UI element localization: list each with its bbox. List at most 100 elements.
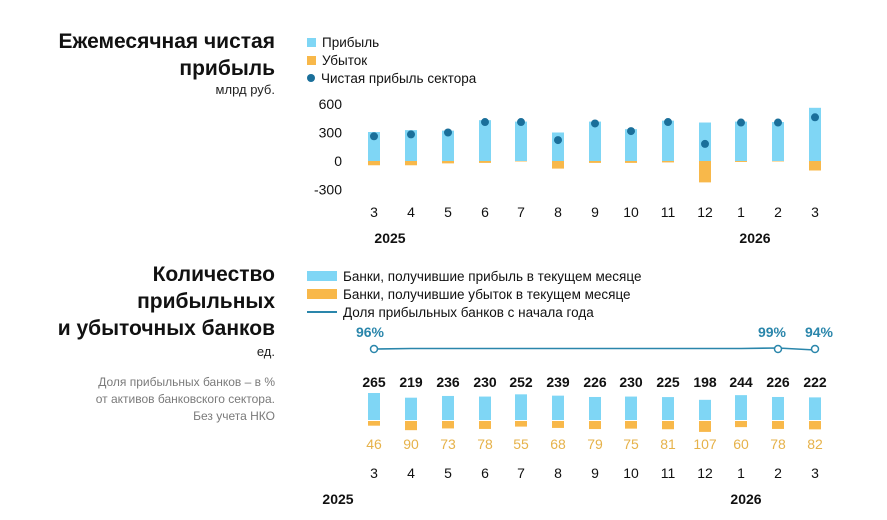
profitable-banks-bar: [809, 397, 821, 420]
profit-bar: [589, 121, 601, 161]
loss-count-label: 82: [807, 436, 823, 452]
loss-count-label: 107: [693, 436, 717, 452]
banks-chart-title-line2: прибыльных: [137, 290, 275, 313]
net-profit-dot: [701, 139, 709, 148]
profitable-banks-bar: [699, 399, 711, 420]
loss-bar: [589, 161, 601, 163]
x-tick-label: 10: [623, 204, 639, 220]
legend-label-loss-banks: Банки, получившие убыток в текущем месяц…: [343, 286, 631, 302]
net-profit-dot: [554, 136, 562, 145]
profit-bar: [368, 132, 380, 161]
y-tick-label: 300: [319, 125, 343, 141]
x-tick-label: 6: [481, 204, 489, 220]
loss-banks-bar: [368, 421, 380, 426]
profitable-banks-bar: [368, 393, 380, 420]
loss-banks-bar: [442, 421, 454, 429]
profitable-banks-bar: [735, 395, 747, 420]
banks-chart-title-line3: и убыточных банков: [57, 317, 275, 340]
x-tick-label: 11: [661, 204, 676, 220]
profit-bar: [625, 129, 637, 161]
x-tick-label: 3: [811, 465, 819, 481]
year-label-2025: 2025: [322, 491, 353, 507]
loss-bar: [625, 161, 637, 163]
x-tick-label: 3: [370, 465, 378, 481]
profitable-count-label: 225: [656, 374, 680, 390]
profitable-count-label: 230: [619, 374, 643, 390]
profitable-banks-bar: [479, 396, 491, 420]
year-label-2026: 2026: [739, 230, 770, 246]
share-label: 94%: [805, 324, 834, 340]
profitable-count-label: 230: [473, 374, 497, 390]
y-tick-label: 600: [319, 96, 343, 112]
profitable-banks-bar: [662, 397, 674, 420]
profitable-count-label: 222: [803, 374, 827, 390]
x-tick-label: 12: [697, 465, 713, 481]
loss-count-label: 68: [550, 436, 566, 452]
loss-banks-bar: [552, 421, 564, 428]
share-point: [773, 344, 783, 354]
profitable-count-label: 226: [766, 374, 790, 390]
profitable-banks-bar: [405, 397, 417, 420]
profit-chart-legend: Прибыль Убыток Чистая прибыль сектора: [307, 33, 476, 87]
loss-banks-bar: [405, 421, 417, 431]
loss-banks-bar: [589, 421, 601, 430]
x-tick-label: 9: [591, 465, 599, 481]
share-label: 96%: [356, 324, 385, 340]
net-profit-dot: [627, 127, 635, 136]
x-tick-label: 2: [774, 204, 782, 220]
profit-chart-title-line2: прибыль: [179, 57, 275, 80]
loss-banks-bar: [515, 421, 527, 427]
share-point: [810, 344, 820, 354]
x-tick-label: 6: [481, 465, 489, 481]
legend-label-net: Чистая прибыль сектора: [321, 70, 477, 86]
banks-chart-note: Доля прибыльных банков – в % от активов …: [96, 374, 275, 425]
net-profit-dot: [664, 118, 672, 127]
profit-bar: [515, 121, 527, 161]
net-profit-dot: [517, 118, 525, 127]
profitable-count-label: 239: [546, 374, 570, 390]
legend-label-share: Доля прибыльных банков с начала года: [343, 304, 594, 320]
loss-count-label: 55: [513, 436, 529, 452]
x-tick-label: 12: [697, 204, 713, 220]
profitable-count-label: 236: [436, 374, 460, 390]
profit-bar: [809, 107, 821, 161]
banks-chart-title-line1: Количество: [152, 263, 275, 286]
profit-chart-title-line1: Ежемесячная чистая: [58, 30, 275, 53]
net-swatch: [307, 74, 315, 82]
x-tick-label: 9: [591, 204, 599, 220]
banks-chart-legend: Банки, получившие прибыль в текущем меся…: [307, 267, 641, 321]
profitable-banks-bar: [552, 395, 564, 420]
net-profit-dot: [407, 130, 415, 139]
x-tick-label: 1: [737, 465, 745, 481]
banks-chart-title: Количество прибыльных и убыточных банков: [58, 261, 275, 342]
legend-item-profit: Прибыль: [307, 33, 476, 51]
net-profit-dot: [481, 118, 489, 127]
loss-bar: [809, 161, 821, 171]
y-tick-label: -300: [314, 182, 342, 198]
share-line: [373, 347, 816, 351]
year-label-2025: 2025: [374, 230, 405, 246]
y-tick-label: 0: [334, 153, 342, 169]
profit-chart-title: Ежемесячная чистая прибыль: [58, 28, 275, 82]
share-line-swatch: [307, 311, 337, 313]
loss-bar: [368, 161, 380, 166]
legend-label-profit: Прибыль: [322, 34, 380, 50]
net-profit-dot: [444, 128, 452, 137]
loss-swatch: [307, 55, 316, 65]
loss-bar: [442, 161, 454, 164]
loss-count-label: 78: [770, 436, 786, 452]
loss-bar: [405, 161, 417, 166]
profitable-count-label: 244: [729, 374, 753, 390]
x-tick-label: 5: [444, 465, 452, 481]
loss-banks-bar: [772, 421, 784, 429]
loss-bar: [662, 161, 674, 163]
profitable-count-label: 252: [509, 374, 533, 390]
x-tick-label: 4: [407, 465, 415, 481]
x-tick-label: 8: [554, 204, 562, 220]
loss-banks-bar: [662, 421, 674, 430]
profitable-banks-bar: [772, 396, 784, 420]
legend-label-profitable-banks: Банки, получившие прибыль в текущем меся…: [343, 268, 642, 284]
loss-bar: [735, 161, 747, 162]
loss-count-label: 79: [587, 436, 603, 452]
